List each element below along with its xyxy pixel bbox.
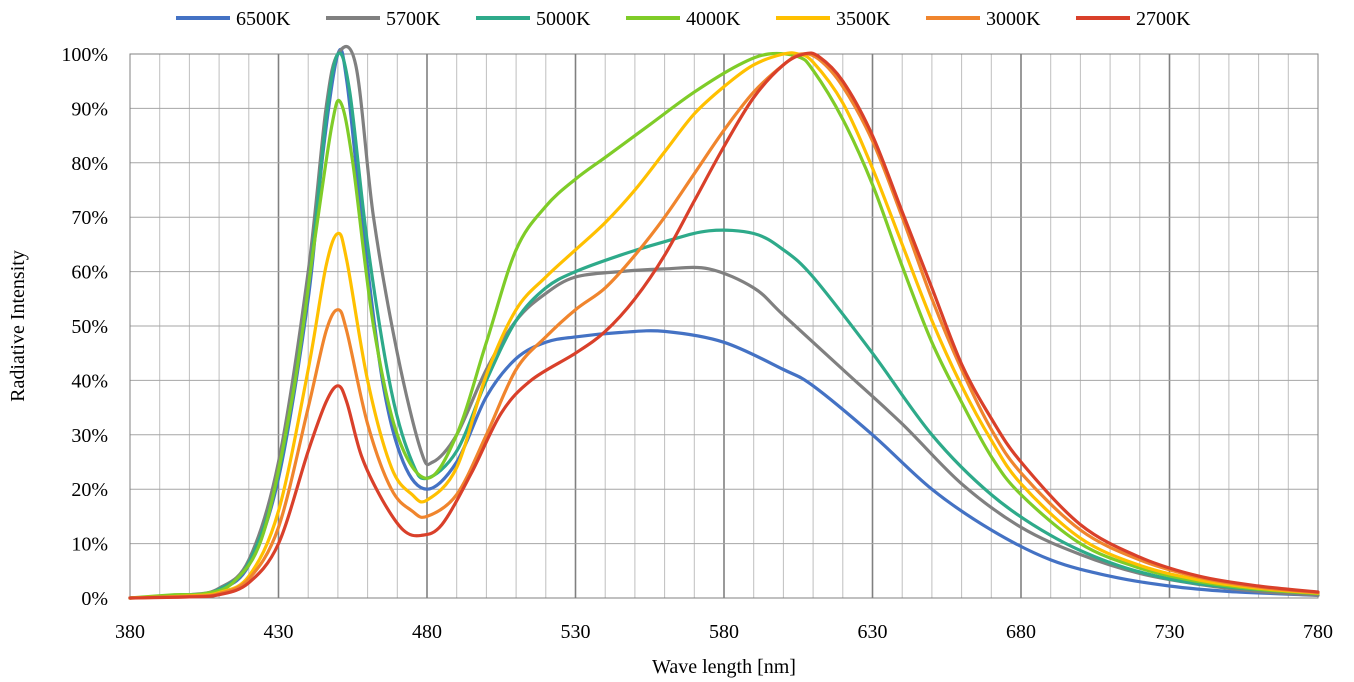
legend-label: 5700K	[386, 8, 441, 30]
legend: 6500K 5700K 5000K 4000K 3500K 3000K 2700K	[176, 8, 1191, 30]
y-tick-label: 100%	[61, 44, 108, 66]
y-tick-label: 40%	[71, 370, 108, 392]
legend-item-3000K: 3000K	[926, 8, 1041, 30]
x-tick-label: 380	[115, 621, 145, 643]
legend-label: 3500K	[836, 8, 891, 30]
y-tick-label: 20%	[71, 479, 108, 501]
legend-item-2700K: 2700K	[1076, 8, 1191, 30]
plot-frame	[129, 53, 1319, 599]
y-tick-label: 60%	[71, 262, 108, 284]
y-tick-label: 10%	[71, 534, 108, 556]
legend-item-4000K: 4000K	[626, 8, 741, 30]
y-tick-label: 70%	[71, 207, 108, 229]
y-tick-label: 0%	[81, 588, 108, 610]
x-tick-label: 480	[412, 621, 442, 643]
series-lines	[128, 44, 1320, 600]
x-tick-label: 430	[264, 621, 294, 643]
legend-label: 3000K	[986, 8, 1041, 30]
x-tick-label: 730	[1155, 621, 1185, 643]
y-tick-label: 50%	[71, 316, 108, 338]
x-tick-label: 780	[1303, 621, 1333, 643]
series-line-2700K	[128, 51, 1320, 600]
y-axis-tick-labels: 0% 10% 20% 30% 40% 50% 60% 70% 80% 90% 100%	[61, 44, 108, 610]
legend-item-5000K: 5000K	[476, 8, 591, 30]
x-tick-label: 580	[709, 621, 739, 643]
series-line-3000K	[128, 52, 1320, 600]
x-tick-label: 530	[561, 621, 591, 643]
x-axis-tick-labels: 380 430 480 530 580 630 680 730 780	[115, 621, 1333, 643]
y-axis-label: Radiative Intensity	[7, 250, 29, 402]
legend-item-3500K: 3500K	[776, 8, 891, 30]
legend-label: 4000K	[686, 8, 741, 30]
legend-label: 5000K	[536, 8, 591, 30]
legend-item-5700K: 5700K	[326, 8, 441, 30]
legend-label: 2700K	[1136, 8, 1191, 30]
series-line-4000K	[128, 51, 1320, 600]
x-tick-label: 630	[858, 621, 888, 643]
x-axis-label: Wave length [nm]	[652, 656, 796, 678]
legend-label: 6500K	[236, 8, 291, 30]
x-tick-label: 680	[1006, 621, 1036, 643]
legend-item-6500K: 6500K	[176, 8, 291, 30]
series-line-3500K	[128, 51, 1320, 600]
y-tick-label: 30%	[71, 425, 108, 447]
y-tick-label: 90%	[71, 98, 108, 120]
y-tick-label: 80%	[71, 153, 108, 175]
major-grid	[130, 54, 1318, 598]
